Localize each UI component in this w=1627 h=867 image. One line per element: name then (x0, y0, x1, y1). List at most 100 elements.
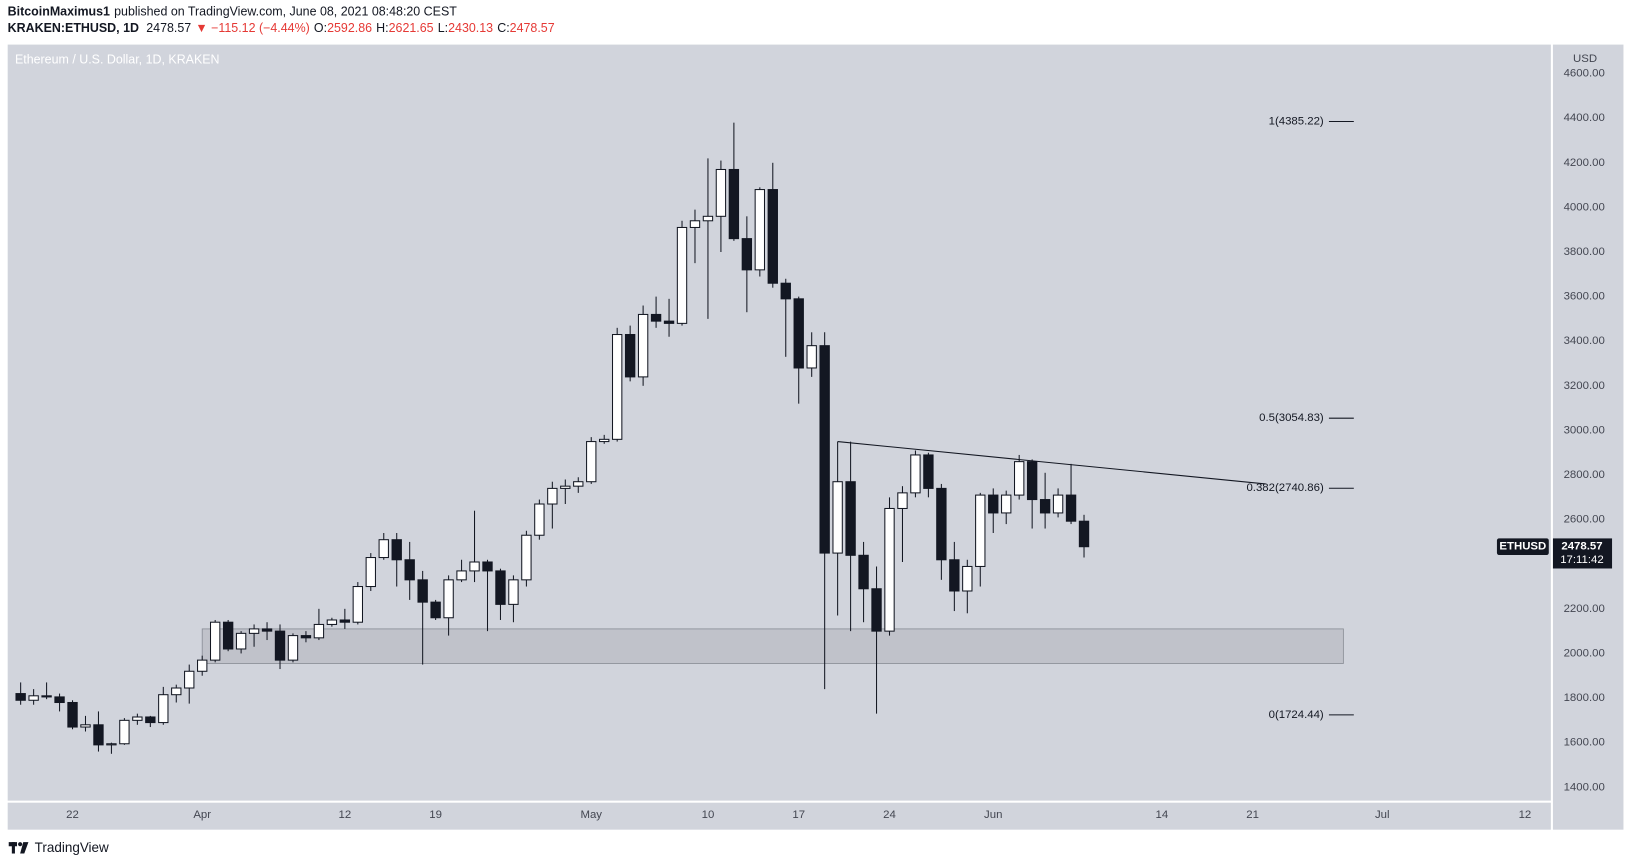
close-label: C: (497, 21, 509, 35)
candle-body (313, 623, 325, 639)
candle-body (508, 579, 519, 605)
candle-body (858, 554, 869, 590)
published: published on TradingView.com, June 08, 2… (114, 5, 457, 19)
candle-body (715, 168, 727, 217)
x-tick-label: Jun (984, 809, 1002, 821)
y-tick-label: 3600.00 (1564, 291, 1605, 303)
header-line-1: BitcoinMaximus1 published on TradingView.… (8, 5, 458, 19)
candle-body (1013, 461, 1025, 496)
candle-body (495, 570, 506, 605)
candle-body (145, 716, 156, 724)
footer-brand: TradingView (35, 840, 109, 855)
support-zone (201, 628, 1344, 664)
y-tick-label: 4400.00 (1564, 112, 1605, 124)
candle-body (780, 282, 791, 300)
x-tick-label: 10 (702, 809, 715, 821)
y-tick-label: 4600.00 (1564, 68, 1605, 80)
candle-body (248, 628, 260, 634)
candle-body (326, 619, 338, 625)
x-tick-label: 14 (1155, 809, 1168, 821)
price-tag-countdown: 17:11:42 (1560, 554, 1604, 566)
candle-body (391, 539, 402, 561)
y-tick-label: 4000.00 (1564, 201, 1605, 213)
candle-body (28, 695, 39, 701)
fib-level-label: 0.382(2740.86) (1246, 482, 1323, 494)
candle-body (728, 168, 740, 240)
fib-level-label: 1(4385.22) (1269, 116, 1324, 128)
chart-title: Ethereum / U.S. Dollar, 1D, KRAKEN (15, 52, 220, 66)
candle-body (910, 454, 921, 494)
candle-body (897, 492, 908, 509)
candle-body (171, 687, 182, 696)
open-value: 2592.86 (327, 21, 372, 35)
candle-body (209, 621, 221, 661)
candle-body (1065, 494, 1077, 522)
candle-body (365, 557, 376, 588)
candle-body (534, 503, 545, 536)
x-tick-label: 12 (339, 809, 352, 821)
low-value: 2430.13 (448, 21, 493, 35)
candle-body (702, 215, 714, 222)
candle-body (469, 561, 480, 572)
candle-body (573, 481, 584, 487)
candle-body (274, 630, 286, 661)
y-tick-label: 1400.00 (1564, 781, 1605, 793)
candle-body (106, 743, 117, 746)
y-tick-label: 2800.00 (1564, 469, 1605, 481)
y-tick-label: 1600.00 (1564, 737, 1605, 749)
candle-body (482, 561, 493, 572)
candle-body (599, 438, 610, 443)
fib-level-label: 0(1724.44) (1269, 709, 1324, 721)
y-axis-label: USD (1573, 53, 1597, 65)
candle-body (845, 481, 856, 556)
candle-body (884, 507, 895, 632)
candle-body (521, 534, 532, 581)
candle-body (689, 220, 701, 228)
candle-body (15, 693, 26, 701)
y-tick-label: 3400.00 (1564, 335, 1605, 347)
high-value: 2621.65 (389, 21, 434, 35)
price-tag-symbol: ETHUSD (1499, 541, 1546, 553)
candle-body (184, 670, 195, 689)
candle-body (650, 313, 662, 322)
change: ▼ −115.12 (−4.44%) (195, 21, 309, 35)
candle-body (975, 494, 986, 567)
x-tick-label: Apr (193, 809, 211, 821)
x-tick-label: 19 (429, 809, 442, 821)
candle-body (560, 485, 571, 489)
candle-body (637, 313, 649, 378)
y-tick-label: 2200.00 (1564, 603, 1605, 615)
candle-body (222, 621, 234, 650)
candle-body (624, 333, 636, 378)
candle-body (378, 539, 389, 559)
candle-body (1052, 494, 1064, 514)
x-tick-label: Jul (1375, 809, 1390, 821)
candle-body (93, 724, 104, 746)
candle-body (67, 701, 78, 728)
candle-body (261, 628, 273, 632)
footer-logo (8, 842, 29, 854)
candle-body (1078, 520, 1090, 548)
y-tick-label: 2600.00 (1564, 514, 1605, 526)
y-tick-label: 2000.00 (1564, 647, 1605, 659)
candle-body (352, 586, 364, 623)
symbol: KRAKEN:ETHUSD, 1D (8, 21, 139, 35)
candle-body (300, 635, 312, 639)
candle-body (547, 487, 558, 505)
open-label: O: (314, 21, 327, 35)
x-tick-label: 17 (792, 809, 805, 821)
candle-body (962, 565, 973, 592)
candle-body (404, 559, 415, 581)
candle-body (80, 724, 91, 728)
candle-body (741, 238, 753, 271)
candle-body (456, 570, 467, 581)
x-tick-label: May (580, 809, 602, 821)
candle-body (443, 579, 454, 619)
candle-body (936, 487, 947, 561)
candle-body (119, 719, 130, 745)
high-label: H: (376, 21, 388, 35)
x-tick-label: 21 (1246, 809, 1259, 821)
plot-layer: 1400.001600.001800.002000.002200.002400.… (15, 68, 1613, 821)
